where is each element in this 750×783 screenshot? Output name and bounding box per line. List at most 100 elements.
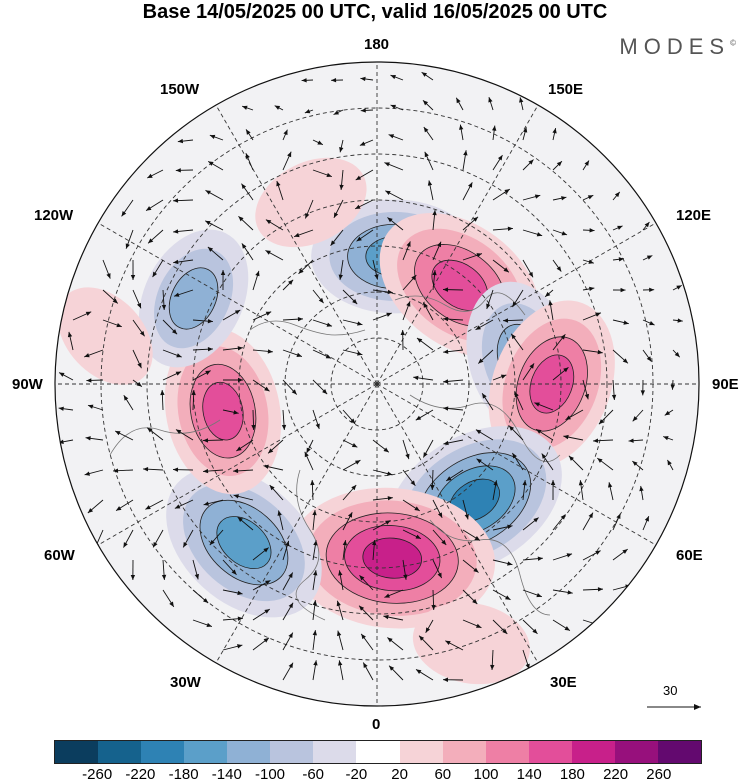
wind-arrow [422, 302, 434, 321]
wind-arrow [336, 600, 344, 621]
wind-arrow [342, 512, 353, 531]
wind-arrow [145, 499, 164, 510]
anomaly-centre [289, 487, 496, 629]
wind-arrow [281, 409, 287, 430]
wind-arrow [492, 559, 513, 566]
wind-arrow [402, 469, 416, 486]
wind-arrow [312, 289, 324, 304]
colorbar-segment [98, 741, 142, 763]
wind-arrow [432, 499, 443, 518]
wind-arrow [331, 78, 344, 83]
wind-arrow [173, 229, 194, 234]
wind-arrow [642, 221, 650, 231]
colorbar-segment [442, 741, 486, 763]
wind-arrow [582, 194, 594, 201]
wind-arrow [192, 347, 213, 352]
wind-arrow [664, 409, 674, 416]
wind-arrow [360, 76, 374, 82]
wind-arrow [372, 496, 393, 501]
wind-arrow [582, 587, 604, 592]
wind-arrow [245, 129, 254, 141]
wind-arrow [432, 559, 443, 579]
wind-arrow [535, 428, 554, 441]
wind-arrow [582, 550, 601, 561]
wind-arrow [263, 464, 284, 471]
wind-arrow [173, 259, 194, 265]
wind-arrow [312, 349, 332, 359]
wind-arrow [192, 318, 213, 324]
wind-arrow [282, 632, 294, 651]
lon-label-60e: 60E [676, 547, 703, 564]
wind-arrow [612, 319, 629, 325]
meridian-line [215, 383, 378, 664]
colorbar-tick-label: -20 [345, 766, 368, 783]
lon-label-90w: 90W [12, 376, 43, 393]
wind-arrow [462, 619, 482, 629]
wind-arrow [202, 438, 224, 443]
wind-arrow [598, 409, 614, 425]
wind-arrow [443, 379, 464, 384]
anomaly-contour-fill [57, 287, 153, 385]
wind-arrow [522, 363, 535, 381]
wind-arrow [667, 459, 674, 471]
wind-arrow [413, 375, 434, 381]
wind-arrow [510, 333, 524, 351]
lon-label-150w: 150W [160, 81, 200, 98]
wind-arrow [143, 467, 164, 472]
wind-arrow [462, 216, 479, 231]
wind-arrow [522, 619, 538, 635]
wind-arrow [123, 529, 134, 548]
wind-arrow [342, 484, 357, 501]
wind-arrow [241, 243, 254, 261]
wind-arrow [356, 229, 374, 242]
wind-arrow [492, 226, 513, 231]
colorbar-tick-label: -260 [82, 766, 113, 783]
wind-arrow [282, 662, 294, 681]
wind-arrow [455, 97, 464, 111]
wind-arrow [445, 469, 464, 482]
colorbar-ticks: -260 -220 -180 -140 -100 -60 -20 20 60 100 140 180 2… [0, 766, 750, 783]
wind-arrow [402, 529, 422, 540]
wind-arrow [582, 349, 603, 355]
wind-arrow [432, 210, 437, 231]
wind-arrow [339, 169, 344, 190]
wind-arrow [462, 559, 479, 573]
wind-arrow [282, 316, 303, 322]
wind-arrow [252, 270, 260, 291]
wind-arrow [342, 439, 358, 448]
wind-arrow [162, 319, 178, 335]
wind-arrow [84, 469, 104, 476]
anomaly-contour-fill [168, 267, 219, 330]
wind-arrow [512, 452, 524, 471]
wind-arrow [233, 468, 254, 474]
wind-arrow [152, 529, 164, 548]
wind-arrow [462, 499, 469, 520]
wind-arrow [274, 105, 284, 111]
wind-arrow [162, 589, 175, 608]
wind-arrow [534, 402, 554, 411]
wind-arrow [192, 370, 211, 381]
coastlines [109, 292, 561, 621]
wind-arrow [582, 259, 594, 264]
wind-arrow [354, 199, 374, 210]
wind-arrow [462, 589, 478, 605]
wind-arrow [113, 468, 134, 473]
wind-arrow [670, 379, 675, 390]
wind-arrow [132, 379, 143, 387]
anomaly-contour-fill [216, 516, 272, 570]
wind-arrow [282, 129, 288, 141]
wind-arrow [443, 316, 464, 322]
wind-arrow [237, 516, 254, 531]
wind-arrow [269, 484, 284, 501]
wind-arrow [462, 529, 481, 541]
wind-arrow [582, 228, 595, 233]
latitude-circle [146, 153, 608, 615]
wind-arrow [312, 570, 318, 591]
wind-arrow [342, 349, 363, 356]
wind-arrow [421, 71, 434, 81]
wind-arrow [387, 217, 404, 231]
wind-arrow [161, 289, 167, 310]
wind-arrow [161, 559, 167, 580]
wind-arrow [174, 499, 194, 509]
anomaly-centre [166, 467, 322, 618]
